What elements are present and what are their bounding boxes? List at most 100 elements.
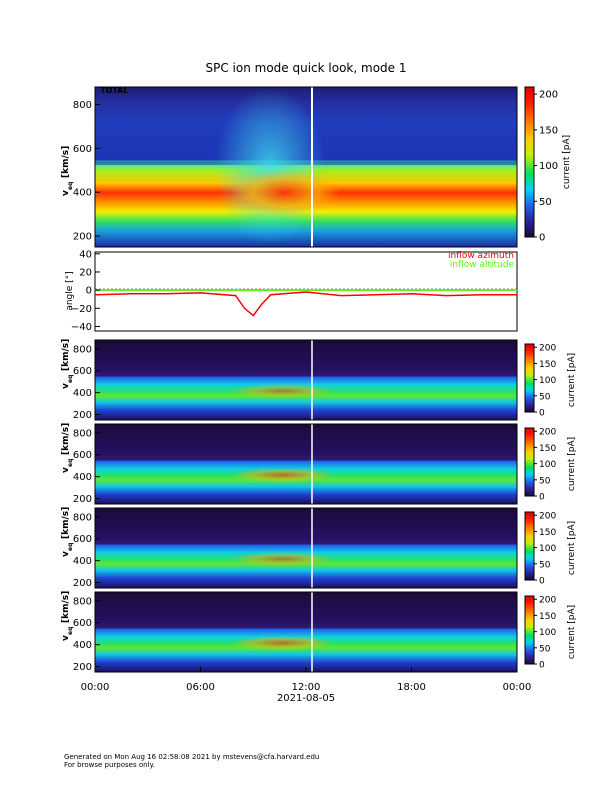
- spectrogram-hot-spot: [230, 468, 335, 482]
- colorbar-tick-label: 50: [539, 560, 551, 570]
- y-tick-label: 400: [73, 640, 92, 651]
- y-axis-label-sub: eq: [67, 375, 74, 383]
- colorbar-tick-label: 100: [539, 460, 556, 470]
- y-tick-label: 20: [79, 267, 92, 278]
- spectrogram-cyan-beam: [215, 87, 325, 247]
- y-tick-label: 200: [73, 410, 92, 421]
- y-tick-label: 800: [73, 428, 92, 439]
- y-axis-ticks: 200 400 600 800: [73, 512, 100, 589]
- y-axis-label-main: v: [61, 467, 71, 473]
- colorbar-tick-label: 150: [539, 444, 556, 454]
- colorbar-tick-label: 150: [539, 612, 556, 622]
- footer-generated-line: Generated on Mon Aug 16 02:58:08 2021 by…: [64, 753, 320, 761]
- x-tick-label: 06:00: [186, 682, 215, 693]
- colorbar-ticks: 0 50 100 150 200: [534, 90, 558, 244]
- colorbar-tick-label: 0: [539, 577, 545, 587]
- panel-frame: [94, 423, 518, 505]
- y-tick-label: 800: [73, 100, 92, 111]
- x-axis-date-label: 2021-08-05: [277, 693, 335, 704]
- panel-frame: [94, 339, 518, 421]
- y-tick-label: 600: [73, 366, 92, 377]
- spectrogram-panel: 200 400 600 800 veq [km/s] 0 50 100 150 200 current…: [61, 339, 577, 421]
- y-tick-label: 600: [73, 618, 92, 629]
- colorbar: [524, 511, 535, 581]
- y-axis-label-main: v: [61, 635, 71, 641]
- y-tick-label: 400: [73, 388, 92, 399]
- y-tick-label: 200: [73, 232, 92, 243]
- spectrogram-image: [95, 508, 517, 588]
- footer: Generated on Mon Aug 16 02:58:08 2021 by…: [64, 753, 319, 769]
- y-axis-label-sub: eq: [67, 627, 74, 635]
- colorbar-label: current [pA]: [567, 437, 577, 491]
- colorbar-label: current [pA]: [567, 521, 577, 575]
- colorbar-tick-label: 100: [539, 544, 556, 554]
- colorbar-tick-label: 200: [539, 512, 556, 522]
- figure-title: SPC ion mode quick look, mode 1: [206, 61, 407, 75]
- colorbar-tick-label: 200: [539, 344, 556, 354]
- y-tick-label: 800: [73, 344, 92, 355]
- y-axis-label-sub: eq: [67, 182, 74, 190]
- x-tick-label: 00:00: [503, 682, 532, 693]
- y-axis-label-unit: [km/s]: [61, 339, 71, 371]
- colorbar-tick-label: 0: [539, 493, 545, 503]
- y-tick-label: −20: [71, 304, 92, 315]
- colorbar: [524, 427, 535, 497]
- colorbar-tick-label: 50: [539, 197, 552, 208]
- colorbar-ticks: 0 50 100 150 200: [534, 344, 556, 419]
- colorbar: [524, 343, 535, 413]
- colorbar-tick-label: 0: [539, 661, 545, 671]
- colorbar-tick-label: 150: [539, 528, 556, 538]
- angle-panel: inflow azimuth inflow altitude 40 20 0 −20 −…: [65, 249, 518, 333]
- spectrogram-hot-spot: [230, 552, 335, 566]
- colorbar: [524, 86, 535, 238]
- y-axis-ticks: 40 20 0 −20 −40: [71, 249, 100, 333]
- x-tick-label: 18:00: [397, 682, 426, 693]
- y-axis-ticks: 200 400 600 800: [73, 596, 100, 673]
- x-tick-label: 12:00: [292, 682, 321, 693]
- y-axis-label-unit: [km/s]: [61, 507, 71, 539]
- y-tick-label: −40: [71, 322, 92, 333]
- colorbar-tick-label: 200: [539, 596, 556, 606]
- colorbar-tick-label: 50: [539, 644, 551, 654]
- angle-axis-label: angle [°]: [65, 271, 75, 310]
- y-tick-label: 0: [86, 286, 92, 297]
- panel-label-total: TOTAL: [100, 86, 128, 95]
- colorbar-tick-label: 150: [539, 125, 558, 136]
- spectrogram-image: [95, 340, 517, 420]
- colorbar-ticks: 0 50 100 150 200: [534, 596, 556, 671]
- x-tick-label: 00:00: [81, 682, 110, 693]
- y-axis-ticks: 200 400 600 800: [73, 428, 100, 505]
- y-tick-label: 400: [73, 472, 92, 483]
- footer-browse-note: For browse purposes only.: [64, 761, 155, 769]
- panel-frame: [94, 86, 518, 248]
- y-tick-label: 600: [73, 534, 92, 545]
- y-tick-label: 800: [73, 596, 92, 607]
- colorbar-tick-label: 50: [539, 476, 551, 486]
- y-tick-label: 400: [73, 188, 92, 199]
- spectrogram-panel: 200 400 600 800 veq [km/s] 0 50 100 150 200 current…: [61, 507, 577, 589]
- panel-frame: [94, 507, 518, 589]
- colorbar-tick-label: 0: [539, 409, 545, 419]
- colorbar: [524, 595, 535, 665]
- y-tick-label: 800: [73, 512, 92, 523]
- y-tick-label: 400: [73, 556, 92, 567]
- y-axis-label-main: v: [61, 551, 71, 557]
- y-axis-ticks: 200 400 600 800: [73, 344, 100, 421]
- y-axis-label-unit: [km/s]: [61, 423, 71, 455]
- inflow-azimuth-line: [94, 291, 517, 317]
- colorbar-tick-label: 100: [539, 376, 556, 386]
- spectrogram-hot-spot: [230, 636, 335, 650]
- x-axis-ticks: 00:00 06:00 12:00 18:00 00:00: [81, 667, 532, 693]
- y-tick-label: 600: [73, 450, 92, 461]
- spectrogram-sub-panels: 200400600800veq[km/s]050100150200current…: [61, 339, 577, 673]
- colorbar-tick-label: 0: [539, 233, 545, 244]
- spectrogram-panel: 200 400 600 800 veq [km/s] 0 50 100 150 200 current…: [61, 591, 577, 673]
- colorbar-ticks: 0 50 100 150 200: [534, 428, 556, 503]
- y-axis-label-unit: [km/s]: [61, 146, 71, 178]
- y-tick-label: 200: [73, 662, 92, 673]
- y-axis-label-unit: [km/s]: [61, 591, 71, 623]
- spectrogram-hot-spot: [230, 170, 340, 215]
- colorbar-tick-label: 200: [539, 428, 556, 438]
- colorbar-tick-label: 150: [539, 360, 556, 370]
